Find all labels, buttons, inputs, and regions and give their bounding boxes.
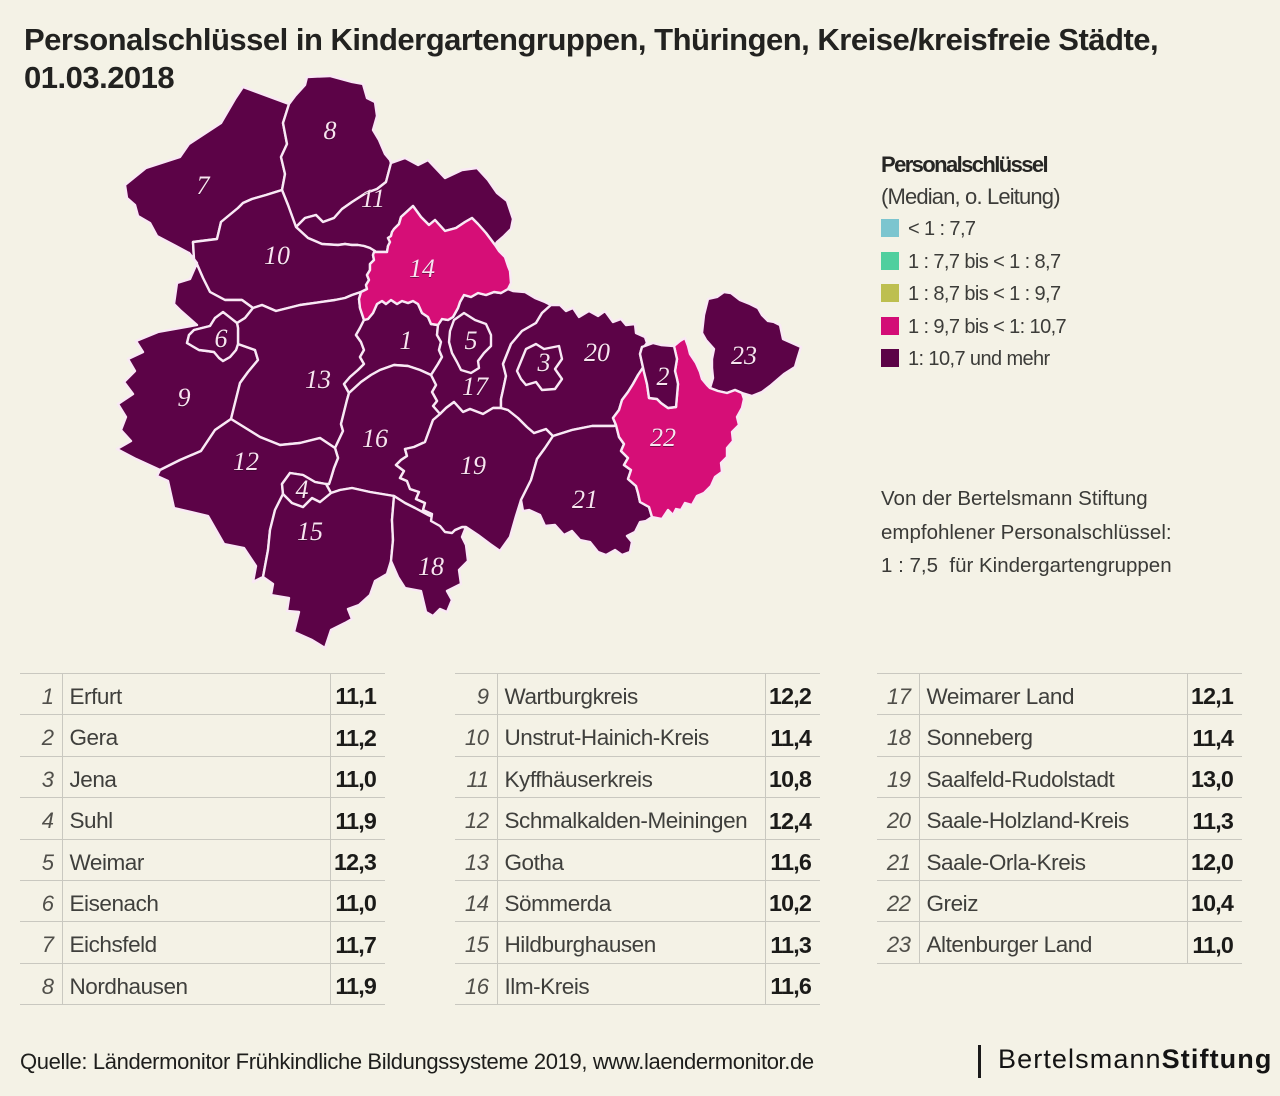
svg-text:5: 5: [465, 326, 478, 355]
svg-text:2: 2: [657, 363, 670, 392]
svg-text:23: 23: [731, 341, 757, 370]
svg-text:17: 17: [462, 372, 489, 401]
svg-text:7: 7: [197, 172, 211, 201]
svg-text:8: 8: [324, 117, 337, 146]
svg-text:11: 11: [361, 185, 385, 214]
svg-text:9: 9: [178, 383, 191, 412]
svg-text:14: 14: [409, 255, 435, 284]
svg-text:8: 8: [324, 116, 337, 145]
svg-text:15: 15: [297, 518, 323, 547]
svg-text:4: 4: [296, 475, 309, 504]
svg-text:13: 13: [305, 366, 331, 395]
svg-text:16: 16: [362, 425, 388, 454]
svg-text:3: 3: [537, 348, 551, 377]
svg-text:12: 12: [233, 447, 259, 476]
svg-text:5: 5: [465, 327, 478, 356]
svg-text:23: 23: [731, 342, 757, 371]
svg-text:11: 11: [361, 184, 385, 213]
svg-text:1: 1: [400, 326, 413, 355]
svg-text:20: 20: [584, 339, 610, 368]
svg-text:13: 13: [305, 365, 331, 394]
svg-text:19: 19: [460, 452, 486, 481]
svg-text:12: 12: [233, 448, 259, 477]
svg-text:18: 18: [418, 553, 444, 582]
svg-text:10: 10: [264, 242, 290, 271]
svg-text:7: 7: [197, 171, 211, 200]
svg-text:2: 2: [657, 362, 670, 391]
svg-text:18: 18: [418, 552, 444, 581]
svg-text:4: 4: [296, 476, 309, 505]
svg-text:22: 22: [650, 423, 676, 452]
svg-text:6: 6: [215, 325, 228, 354]
svg-text:9: 9: [178, 384, 191, 413]
svg-text:21: 21: [572, 485, 598, 514]
svg-text:6: 6: [215, 324, 228, 353]
svg-text:3: 3: [537, 349, 551, 378]
svg-text:14: 14: [409, 254, 435, 283]
svg-text:17: 17: [462, 373, 489, 402]
svg-text:20: 20: [584, 338, 610, 367]
svg-text:22: 22: [650, 424, 676, 453]
svg-text:15: 15: [297, 517, 323, 546]
svg-text:10: 10: [264, 241, 290, 270]
svg-text:16: 16: [362, 424, 388, 453]
svg-text:19: 19: [460, 451, 486, 480]
svg-text:21: 21: [572, 486, 598, 515]
svg-text:1: 1: [400, 327, 413, 356]
